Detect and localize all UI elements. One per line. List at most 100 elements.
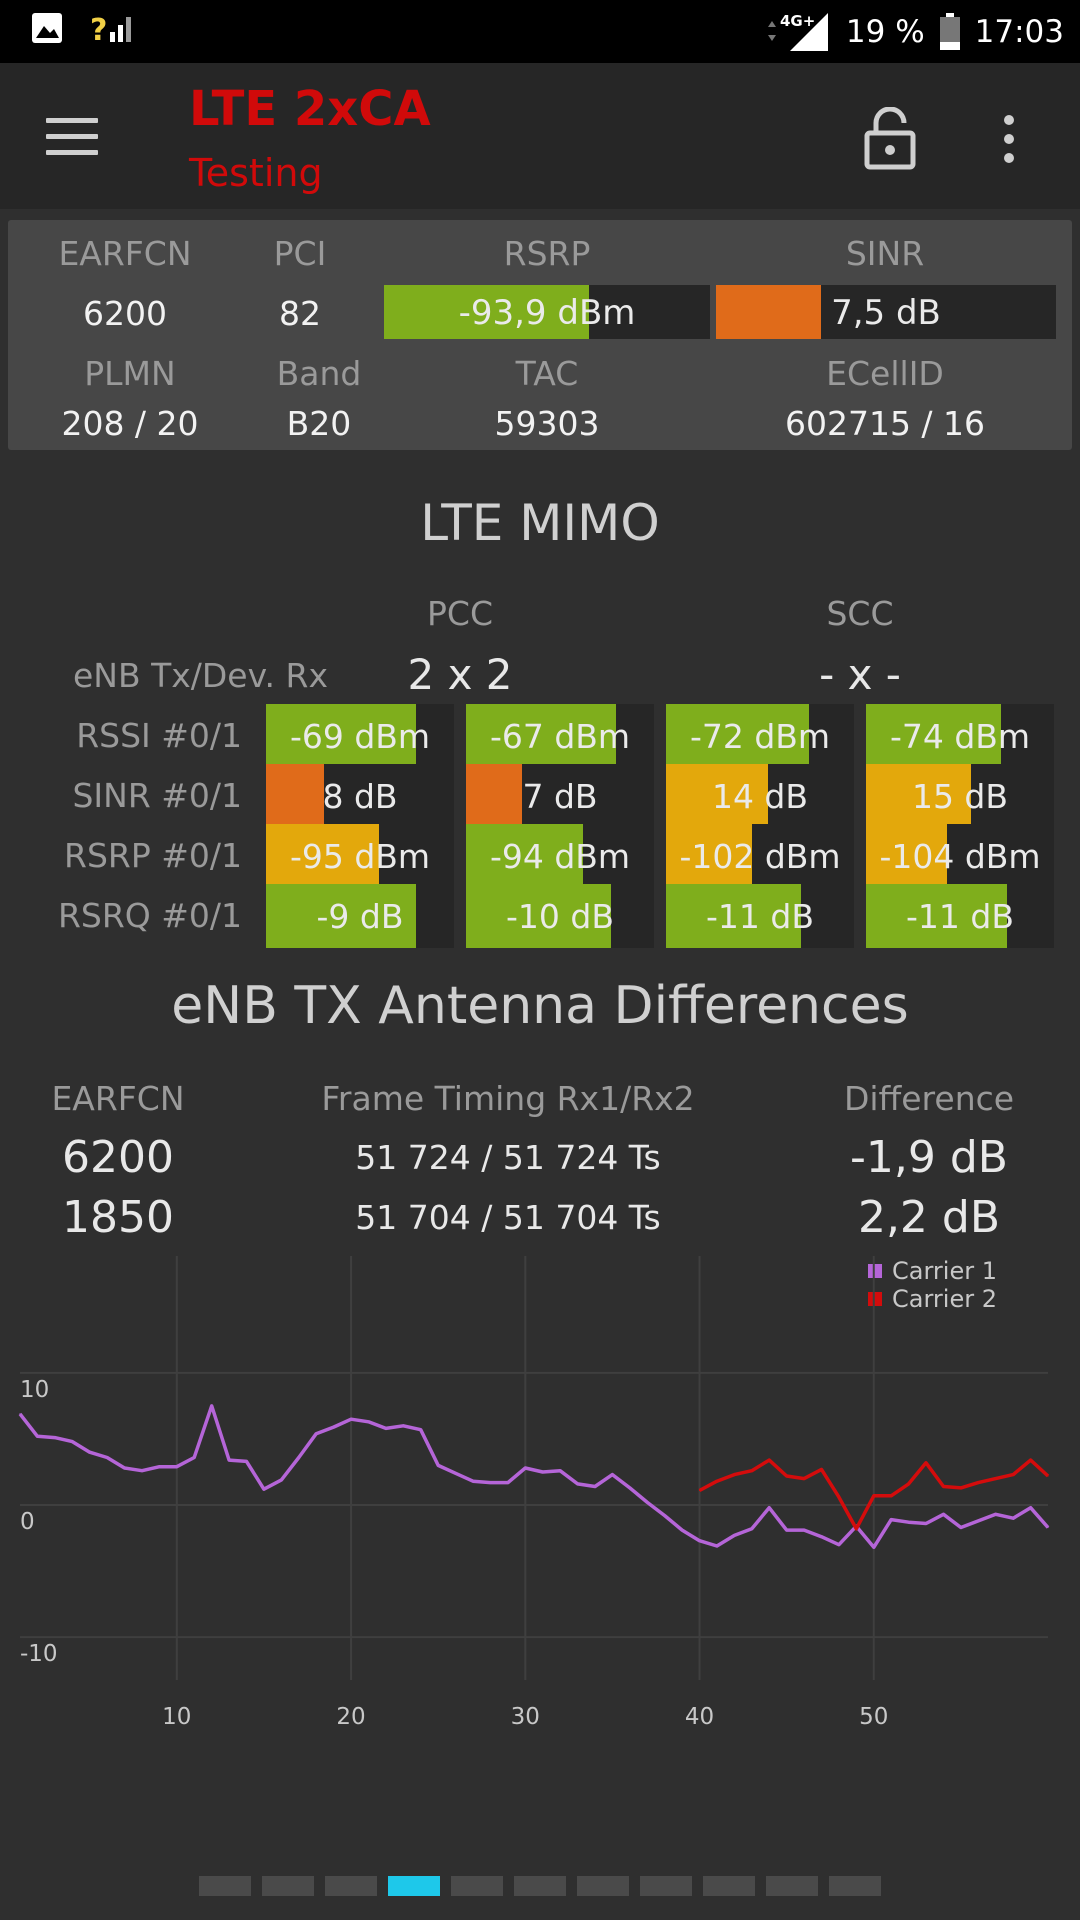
mimo-cell-rssi-scc-0: -72 dBm	[666, 704, 854, 768]
mimo-cell-value: -9 dB	[316, 897, 404, 936]
svg-text:?: ?	[90, 13, 107, 46]
scc-mimo-value: - x -	[819, 650, 901, 699]
mimo-row-label: RSRP #0/1	[64, 836, 242, 875]
diff-timing-value: 51 704 / 51 704 Ts	[355, 1198, 661, 1237]
mimo-cell-fill	[866, 764, 972, 828]
mimo-cell-value: -72 dBm	[689, 717, 831, 756]
data-point	[472, 1480, 474, 1482]
page-dot[interactable]	[325, 1876, 377, 1896]
sinr-bar-fill	[716, 285, 822, 339]
mimo-cell-sinr-pcc-0: 8 dB	[266, 764, 454, 828]
diff-timing-value: 51 724 / 51 724 Ts	[355, 1138, 661, 1177]
mimo-cell-value: -104 dBm	[879, 837, 1041, 876]
diff-difference-value: 2,2 dB	[857, 1192, 1001, 1243]
pci-label: PCI	[273, 234, 327, 273]
mimo-cell-sinr-pcc-1: 7 dB	[466, 764, 654, 828]
page-dot[interactable]	[451, 1876, 503, 1896]
pci-value: 82	[279, 294, 321, 333]
sinr-value: 7,5 dB	[831, 293, 941, 333]
mimo-row-label: SINR #0/1	[72, 776, 242, 815]
page-dot[interactable]	[199, 1876, 251, 1896]
data-point	[733, 1534, 735, 1537]
mimo-cell-fill	[266, 704, 417, 768]
data-point	[507, 1481, 509, 1484]
x-tick-label: 50	[859, 1704, 888, 1730]
mimo-row-label: RSRQ #0/1	[57, 896, 242, 935]
mimo-cell-sinr-scc-0: 14 dB	[666, 764, 854, 828]
mimo-cell-fill	[666, 704, 809, 768]
mimo-cell-fill	[666, 764, 768, 828]
earfcn-value: 6200	[83, 294, 167, 333]
data-point	[454, 1472, 457, 1474]
data-point	[820, 1468, 823, 1470]
data-point	[890, 1518, 892, 1521]
data-point	[942, 1485, 945, 1488]
mimo-cell-fill	[466, 704, 617, 768]
tac-label: TAC	[515, 354, 579, 393]
data-point	[489, 1481, 492, 1484]
data-point	[333, 1426, 335, 1428]
plmn-value: 208 / 20	[61, 404, 199, 443]
battery-icon	[939, 12, 960, 50]
data-point	[1012, 1474, 1014, 1476]
antenna-diff-section-title: eNB TX Antenna Differences	[171, 976, 909, 1036]
data-point	[960, 1487, 962, 1489]
app-title: LTE 2xCA	[189, 81, 431, 137]
page-dot[interactable]	[514, 1876, 566, 1896]
page-dot[interactable]	[829, 1876, 881, 1896]
mimo-cell-fill	[466, 884, 611, 948]
mimo-cell-value: 15 dB	[911, 777, 1009, 816]
x-tick-label: 40	[685, 1704, 714, 1730]
page-dot[interactable]	[640, 1876, 692, 1896]
legend-item-carrier-2: Carrier 2	[868, 1285, 997, 1313]
mimo-cell-rsrq-scc-0: -11 dB	[666, 884, 854, 948]
app-bar: LTE 2xCA Testing	[0, 63, 1080, 209]
data-point	[751, 1470, 753, 1472]
data-point	[106, 1456, 108, 1459]
legend-swatch	[868, 1264, 882, 1278]
mimo-row-label: RSSI #0/1	[76, 716, 242, 755]
data-point	[855, 1528, 857, 1530]
page-dot[interactable]	[262, 1876, 314, 1896]
mimo-cell-sinr-scc-1: 15 dB	[866, 764, 1054, 828]
mimo-cell-value: -102 dBm	[679, 837, 841, 876]
pcc-mimo-value: 2 x 2	[407, 650, 513, 699]
page-dot[interactable]	[703, 1876, 755, 1896]
mimo-cell-value: 7 dB	[522, 777, 598, 816]
mimo-cell-rssi-pcc-1: -67 dBm	[466, 704, 654, 768]
page-dot[interactable]	[766, 1876, 818, 1896]
x-tick-label: 10	[162, 1704, 191, 1730]
data-point	[123, 1467, 126, 1469]
mimo-cell-rssi-pcc-0: -69 dBm	[266, 704, 454, 768]
data-point	[350, 1418, 352, 1420]
ecellid-value: 602715 / 16	[784, 404, 986, 443]
data-point	[559, 1470, 561, 1472]
hamburger-menu-icon[interactable]	[46, 118, 98, 156]
band-value: B20	[286, 404, 352, 443]
data-point	[768, 1507, 770, 1509]
x-tick-label: 20	[336, 1704, 365, 1730]
mimo-cell-value: 8 dB	[322, 777, 398, 816]
data-point	[646, 1501, 648, 1503]
data-point	[542, 1471, 544, 1473]
data-point	[751, 1528, 753, 1530]
data-point	[942, 1513, 945, 1515]
data-point	[873, 1546, 875, 1548]
data-point	[315, 1433, 317, 1435]
unlock-icon[interactable]	[862, 107, 918, 171]
app-subtitle: Testing	[189, 151, 323, 195]
data-point	[733, 1474, 735, 1476]
page-dot[interactable]	[388, 1876, 440, 1896]
data-point	[995, 1478, 997, 1480]
enb-tx-dev-rx-label: eNB Tx/Dev. Rx	[72, 656, 328, 695]
more-options-icon[interactable]	[1004, 115, 1014, 172]
page-dot[interactable]	[577, 1876, 629, 1896]
mimo-cell-rsrq-pcc-0: -9 dB	[266, 884, 454, 948]
data-point	[1029, 1459, 1032, 1461]
plmn-label: PLMN	[84, 354, 176, 393]
data-point	[873, 1495, 875, 1497]
antenna-difference-chart: 10 20 30 40 50 10 0 -10	[18, 1256, 1050, 1730]
diff-difference-header: Difference	[843, 1079, 1015, 1118]
mimo-cell-rsrq-pcc-1: -10 dB	[466, 884, 654, 948]
legend-label: Carrier 1	[892, 1257, 997, 1285]
